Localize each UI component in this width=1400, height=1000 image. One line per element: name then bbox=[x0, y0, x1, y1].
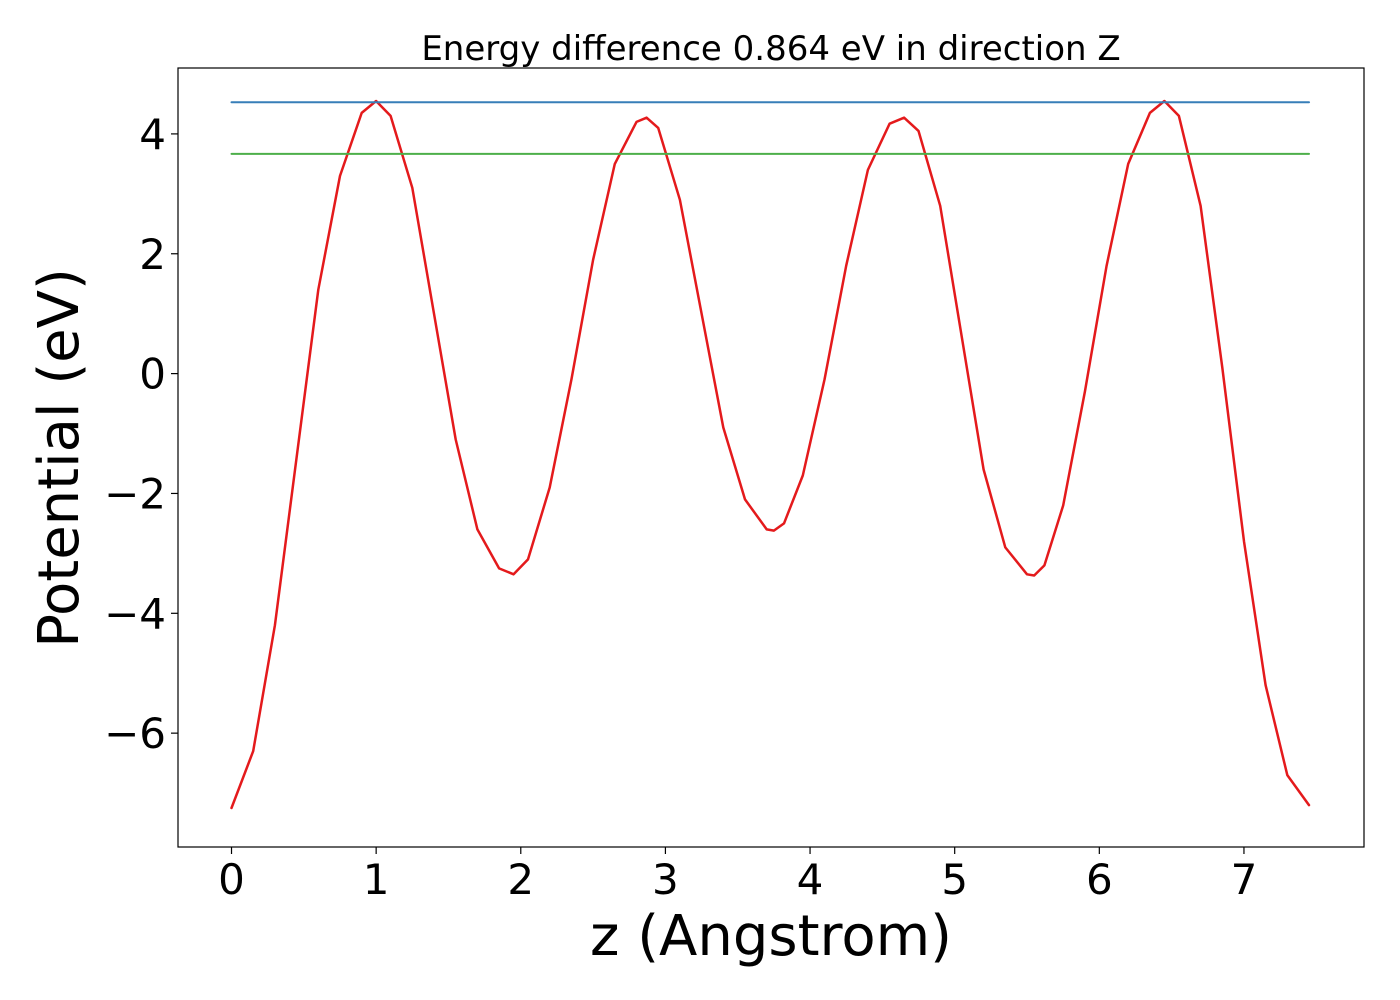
y-tick-label: −6 bbox=[104, 709, 166, 758]
x-tick-label: 6 bbox=[1086, 855, 1113, 904]
x-tick-label: 0 bbox=[218, 855, 245, 904]
x-axis-label: z (Angstrom) bbox=[590, 904, 952, 969]
x-tick-label: 5 bbox=[941, 855, 968, 904]
y-tick-label: −2 bbox=[104, 469, 166, 518]
plot-frame bbox=[177, 67, 1365, 848]
x-tick-label: 4 bbox=[797, 855, 824, 904]
y-tick-label: 0 bbox=[139, 350, 166, 399]
y-tick-label: 4 bbox=[139, 110, 166, 159]
x-tick-label: 2 bbox=[507, 855, 534, 904]
y-tick-label: −4 bbox=[104, 589, 166, 638]
y-tick-label: 2 bbox=[139, 230, 166, 279]
y-axis: 4 2 0 −2 −4 −6 bbox=[104, 110, 178, 758]
y-axis-label: Potential (eV) bbox=[27, 268, 92, 648]
x-tick-label: 3 bbox=[652, 855, 679, 904]
x-tick-label: 1 bbox=[363, 855, 390, 904]
series-group bbox=[230, 99, 1311, 810]
x-tick-label: 7 bbox=[1231, 855, 1258, 904]
series-line-potential bbox=[230, 99, 1311, 810]
x-axis: 0 1 2 3 4 5 6 7 bbox=[218, 847, 1257, 904]
chart-title: Energy difference 0.864 eV in direction … bbox=[421, 29, 1120, 69]
